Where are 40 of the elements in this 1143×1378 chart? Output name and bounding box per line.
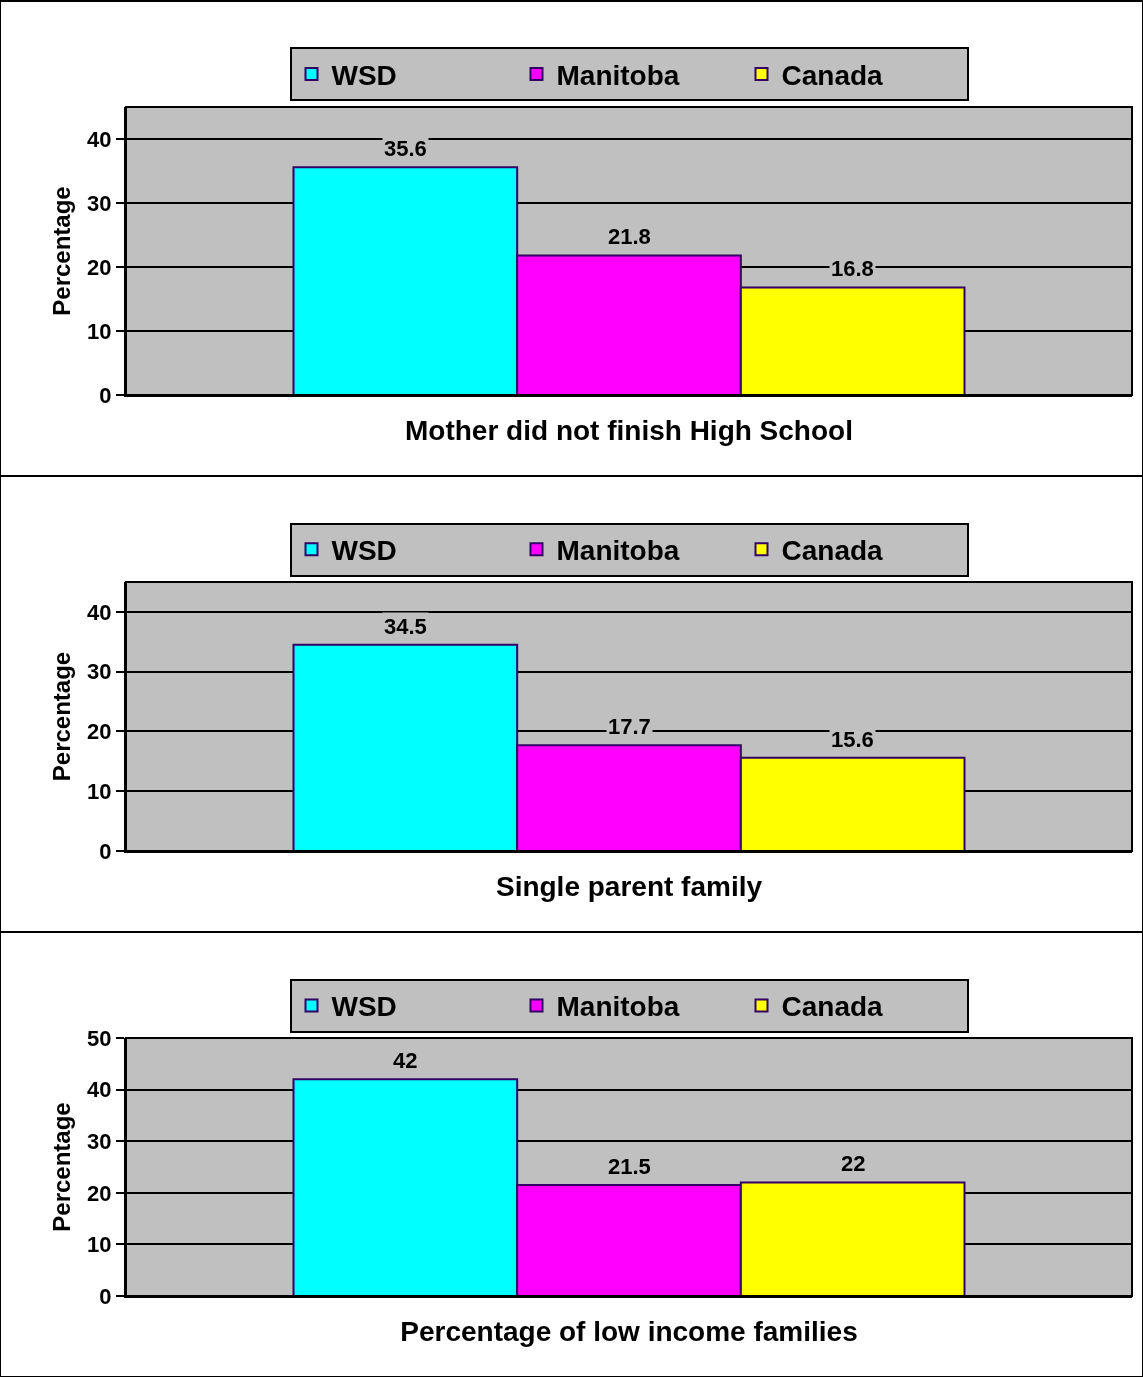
y-tick-label: 0 [99, 382, 112, 408]
data-label: 42 [393, 1048, 418, 1073]
y-tick-label: 50 [87, 1025, 112, 1051]
data-label: 34.5 [384, 614, 427, 639]
data-label: 17.7 [608, 714, 651, 739]
x-axis-title: Mother did not finish High School [405, 415, 853, 446]
y-axis-title: Percentage [47, 186, 75, 316]
y-tick-label: 0 [99, 838, 112, 864]
x-axis-title: Percentage of low income families [400, 1316, 858, 1347]
y-tick-label: 10 [87, 1232, 112, 1258]
y-tick-label: 40 [87, 599, 112, 625]
y-tick-label: 30 [87, 190, 112, 216]
y-tick-label: 40 [87, 126, 112, 152]
data-label: 16.8 [831, 256, 874, 281]
legend-label: Manitoba [556, 535, 680, 567]
legend-label: Manitoba [556, 59, 680, 91]
legend-label: WSD [331, 535, 397, 567]
y-tick-label: 10 [87, 778, 112, 804]
y-axis-title: Percentage [47, 651, 75, 782]
data-label: 15.6 [831, 727, 874, 752]
y-tick-label: 30 [87, 1128, 112, 1154]
data-label: 21.5 [608, 1154, 651, 1179]
legend-label: WSD [331, 59, 397, 91]
y-axis-title: Percentage [47, 1102, 75, 1232]
x-axis-title: Single parent family [495, 871, 763, 902]
legend-label: Canada [781, 535, 884, 567]
data-label: 35.6 [384, 136, 427, 161]
data-label: 21.8 [608, 224, 651, 249]
y-tick-label: 0 [99, 1283, 112, 1309]
y-tick-label: 10 [87, 318, 112, 344]
y-tick-label: 40 [87, 1077, 112, 1103]
legend-label: Canada [781, 59, 884, 91]
y-tick-label: 30 [87, 659, 112, 685]
legend-label: WSD [331, 991, 397, 1023]
legend-label: Manitoba [556, 991, 680, 1023]
y-tick-label: 20 [87, 719, 112, 745]
y-tick-label: 20 [87, 1180, 112, 1206]
data-label: 22 [841, 1151, 866, 1176]
legend-label: Canada [781, 991, 884, 1023]
y-tick-label: 20 [87, 254, 112, 280]
